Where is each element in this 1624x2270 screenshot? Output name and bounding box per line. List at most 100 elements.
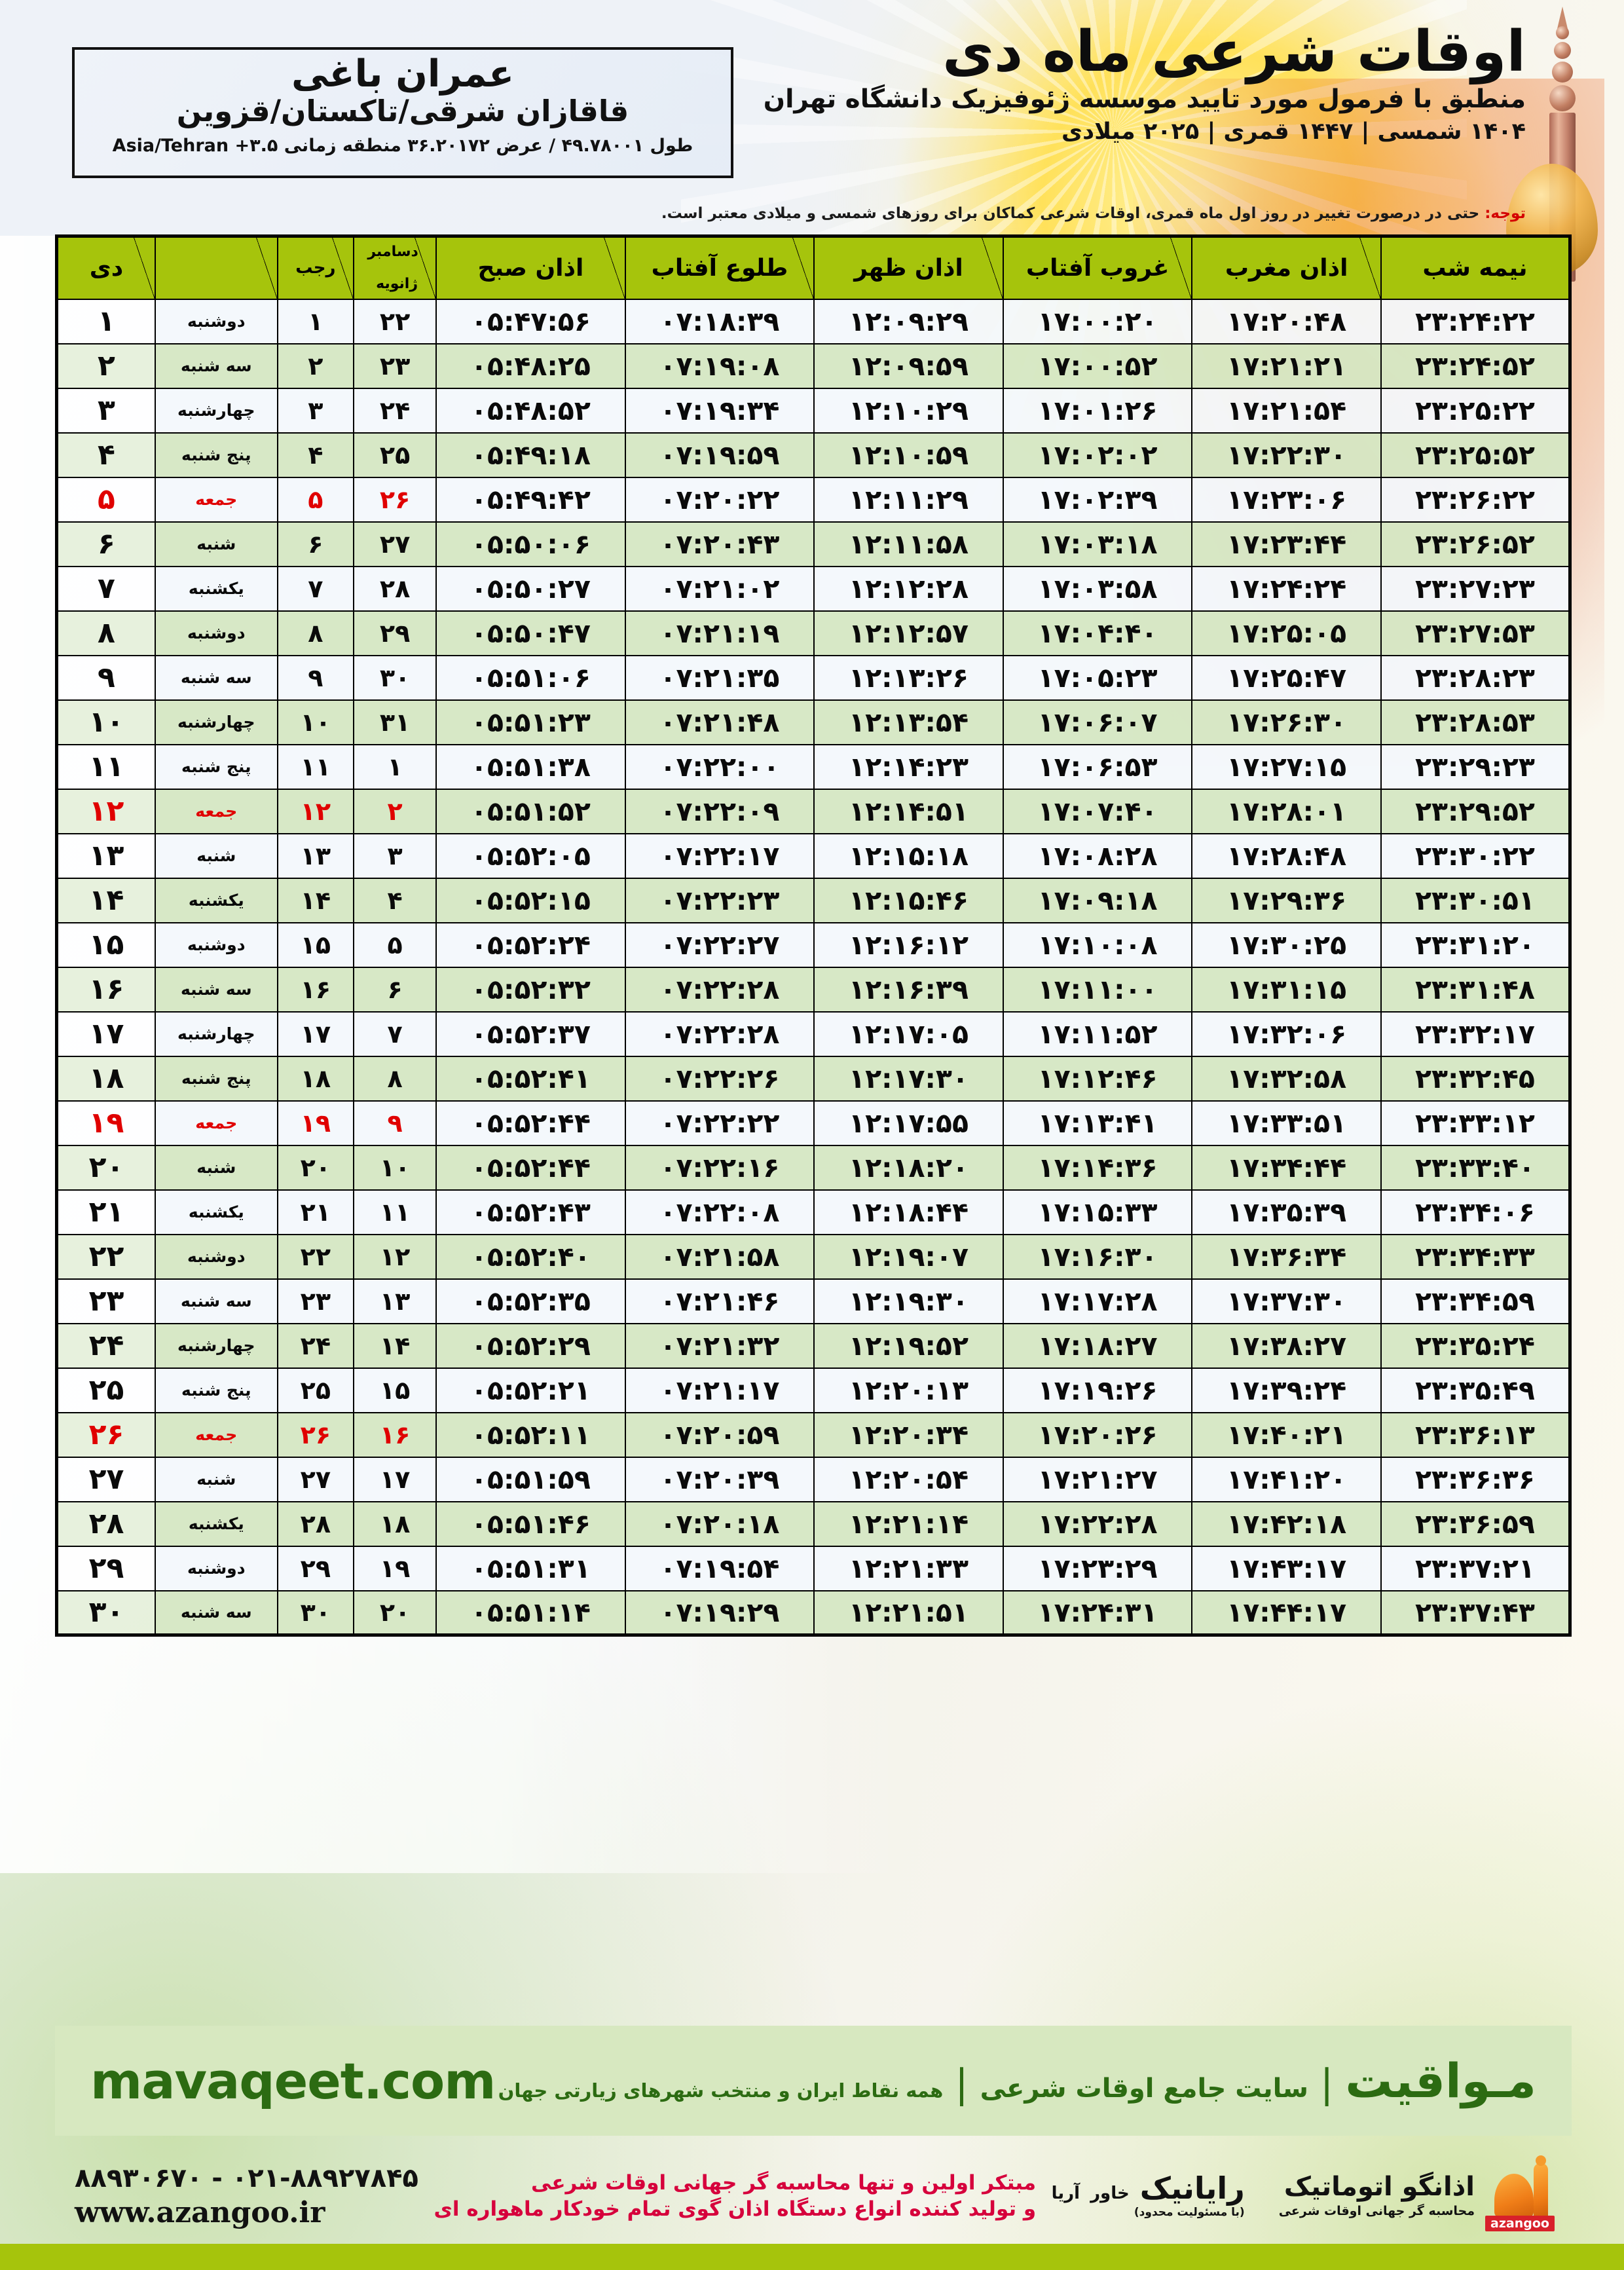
rayanik-logo: رایانیک خاور آریا (با مسئولیت محدود) [1052, 2173, 1245, 2219]
cell-sunset: ۱۷:۱۸:۲۷ [1002, 1322, 1193, 1369]
cell-sunrise: ۰۷:۲۱:۳۲ [624, 1322, 815, 1369]
cell-dhuhr: ۱۲:۱۷:۳۰ [813, 1055, 1004, 1102]
cell-day: ۲۷ [56, 1456, 156, 1502]
cell-gregorian-day: ۱۲ [353, 1233, 437, 1280]
cell-midnight: ۲۳:۲۵:۵۲ [1380, 432, 1571, 478]
cell-sunrise: ۰۷:۲۰:۴۳ [624, 521, 815, 567]
website-link[interactable]: www.azangoo.ir [75, 2195, 325, 2229]
column-header-maghrib: اذان مغرب [1191, 235, 1382, 302]
cell-fajr: ۰۵:۵۱:۵۲ [435, 788, 626, 834]
brand-name-fa: مـواقیت [1345, 2053, 1536, 2108]
cell-sunset: ۱۷:۱۹:۲۶ [1002, 1367, 1193, 1413]
prayer-times-table-wrap: نیمه شب اذان مغرب غروب آفتاب اذان ظهر طل… [55, 234, 1572, 1637]
cell-weekday: سه شنبه [154, 343, 278, 389]
location-path: قاقازان شرقی/تاکستان/قزوین [176, 94, 629, 129]
column-header-midnight: نیمه شب [1380, 235, 1571, 300]
cell-gregorian-day: ۱۵ [353, 1367, 437, 1413]
cell-weekday: پنج شنبه [154, 432, 278, 478]
table-body: ۲۳:۲۴:۲۲ ۱۷:۲۰:۴۸ ۱۷:۰۰:۲۰ ۱۲:۰۹:۲۹ ۰۷:۱۸:۳۹… [56, 298, 1571, 1636]
cell-weekday: شنبه [154, 1144, 278, 1191]
cell-hijri-day: ۱۷ [276, 1011, 355, 1057]
cell-hijri-day: ۲۴ [276, 1322, 355, 1369]
cell-gregorian-day: ۳۱ [353, 699, 437, 745]
cell-weekday: جمعه [154, 788, 278, 834]
cell-hijri-day: ۲۳ [276, 1278, 355, 1324]
table-row: ۲۳:۳۵:۴۹ ۱۷:۳۹:۲۴ ۱۷:۱۹:۲۶ ۱۲:۲۰:۱۳ ۰۷:۲۱:۱۷… [56, 1367, 1571, 1413]
table-row: ۲۳:۳۷:۴۳ ۱۷:۴۴:۱۷ ۱۷:۲۴:۳۱ ۱۲:۲۱:۵۱ ۰۷:۱۹:۲۹… [56, 1590, 1571, 1636]
cell-sunset: ۱۷:۱۱:۵۲ [1002, 1011, 1193, 1057]
cell-dhuhr: ۱۲:۱۰:۲۹ [813, 387, 1004, 434]
cell-hijri-day: ۱۹ [276, 1100, 355, 1146]
cell-day: ۱۵ [56, 921, 156, 968]
cell-hijri-day: ۹ [276, 654, 355, 701]
cell-midnight: ۲۳:۲۴:۲۲ [1380, 298, 1571, 344]
cell-gregorian-day: ۹ [353, 1100, 437, 1146]
cell-weekday: چهارشنبه [154, 699, 278, 745]
cell-maghrib: ۱۷:۲۶:۳۰ [1191, 699, 1382, 745]
column-header-sunrise: طلوع آفتاب [624, 235, 815, 302]
table-row: ۲۳:۲۴:۲۲ ۱۷:۲۰:۴۸ ۱۷:۰۰:۲۰ ۱۲:۰۹:۲۹ ۰۷:۱۸:۳۹… [56, 298, 1571, 344]
cell-gregorian-day: ۲۲ [353, 298, 437, 344]
company-slogan: مبتکر اولین و تنها محاسبه گر جهانی اوقات… [434, 2170, 1037, 2223]
slogan-line-2: و تولید کننده انواع دستگاه اذان گوی تمام… [434, 2197, 1037, 2221]
cell-fajr: ۰۵:۵۲:۴۴ [435, 1144, 626, 1191]
cell-hijri-day: ۳ [276, 387, 355, 434]
cell-dhuhr: ۱۲:۱۹:۰۷ [813, 1233, 1004, 1280]
cell-gregorian-day: ۲ [353, 788, 437, 834]
cell-day: ۸ [56, 610, 156, 656]
cell-maghrib: ۱۷:۳۱:۱۵ [1191, 966, 1382, 1013]
cell-maghrib: ۱۷:۳۷:۳۰ [1191, 1278, 1382, 1324]
cell-hijri-day: ۱۳ [276, 832, 355, 879]
cell-maghrib: ۱۷:۴۲:۱۸ [1191, 1500, 1382, 1547]
cell-dhuhr: ۱۲:۰۹:۲۹ [813, 298, 1004, 344]
cell-gregorian-day: ۱۰ [353, 1144, 437, 1191]
cell-sunset: ۱۷:۱۳:۴۱ [1002, 1100, 1193, 1146]
table-row: ۲۳:۳۴:۵۹ ۱۷:۳۷:۳۰ ۱۷:۱۷:۲۸ ۱۲:۱۹:۳۰ ۰۷:۲۱:۴۶… [56, 1278, 1571, 1324]
cell-fajr: ۰۵:۵۲:۲۴ [435, 921, 626, 968]
cell-fajr: ۰۵:۵۱:۵۹ [435, 1456, 626, 1502]
table-row: ۲۳:۳۰:۲۲ ۱۷:۲۸:۴۸ ۱۷:۰۸:۲۸ ۱۲:۱۵:۱۸ ۰۷:۲۲:۱۷… [56, 832, 1571, 879]
cell-day: ۱۱ [56, 743, 156, 790]
cell-weekday: چهارشنبه [154, 1322, 278, 1369]
footer-bottom-row: azangoo اذانگو اتوماتیک محاسبه گر جهانی … [55, 2147, 1572, 2245]
cell-gregorian-day: ۷ [353, 1011, 437, 1057]
cell-weekday: یکشنبه [154, 877, 278, 923]
table-row: ۲۳:۳۶:۳۶ ۱۷:۴۱:۲۰ ۱۷:۲۱:۲۷ ۱۲:۲۰:۵۴ ۰۷:۲۰:۳۹… [56, 1456, 1571, 1502]
cell-midnight: ۲۳:۳۴:۰۶ [1380, 1189, 1571, 1235]
cell-dhuhr: ۱۲:۱۲:۲۸ [813, 565, 1004, 612]
cell-day: ۹ [56, 654, 156, 701]
cell-fajr: ۰۵:۵۱:۱۴ [435, 1590, 626, 1636]
cell-maghrib: ۱۷:۴۱:۲۰ [1191, 1456, 1382, 1502]
table-row: ۲۳:۳۶:۵۹ ۱۷:۴۲:۱۸ ۱۷:۲۲:۲۸ ۱۲:۲۱:۱۴ ۰۷:۲۰:۱۸… [56, 1500, 1571, 1547]
table-row: ۲۳:۲۸:۵۳ ۱۷:۲۶:۳۰ ۱۷:۰۶:۰۷ ۱۲:۱۳:۵۴ ۰۷:۲۱:۴۸… [56, 699, 1571, 745]
cell-gregorian-day: ۱۳ [353, 1278, 437, 1324]
cell-fajr: ۰۵:۵۲:۳۷ [435, 1011, 626, 1057]
cell-weekday: دوشنبه [154, 298, 278, 344]
cell-midnight: ۲۳:۳۶:۵۹ [1380, 1500, 1571, 1547]
cell-day: ۵ [56, 476, 156, 523]
rayanik-sub1: خاور [1090, 2184, 1130, 2203]
cell-gregorian-day: ۲۹ [353, 610, 437, 656]
cell-gregorian-day: ۲۳ [353, 343, 437, 389]
cell-sunset: ۱۷:۰۶:۵۳ [1002, 743, 1193, 790]
cell-hijri-day: ۱۰ [276, 699, 355, 745]
note-label: توجه: [1485, 205, 1526, 222]
table-row: ۲۳:۳۰:۵۱ ۱۷:۲۹:۳۶ ۱۷:۰۹:۱۸ ۱۲:۱۵:۴۶ ۰۷:۲۲:۲۳… [56, 877, 1571, 923]
cell-midnight: ۲۳:۳۰:۲۲ [1380, 832, 1571, 879]
table-row: ۲۳:۳۴:۰۶ ۱۷:۳۵:۳۹ ۱۷:۱۵:۳۳ ۱۲:۱۸:۴۴ ۰۷:۲۲:۰۸… [56, 1189, 1571, 1235]
cell-midnight: ۲۳:۳۳:۴۰ [1380, 1144, 1571, 1191]
cell-sunrise: ۰۷:۲۲:۰۸ [624, 1189, 815, 1235]
cell-sunrise: ۰۷:۲۱:۳۵ [624, 654, 815, 701]
cell-weekday: دوشنبه [154, 1233, 278, 1280]
cell-maghrib: ۱۷:۳۵:۳۹ [1191, 1189, 1382, 1235]
cell-hijri-day: ۲۷ [276, 1456, 355, 1502]
mavaqeet-domain-link[interactable]: mavaqeet.com [90, 2051, 496, 2110]
cell-weekday: شنبه [154, 521, 278, 567]
cell-dhuhr: ۱۲:۱۲:۵۷ [813, 610, 1004, 656]
cell-dhuhr: ۱۲:۱۰:۵۹ [813, 432, 1004, 478]
cell-gregorian-day: ۶ [353, 966, 437, 1013]
cell-day: ۲۶ [56, 1411, 156, 1458]
cell-dhuhr: ۱۲:۱۷:۰۵ [813, 1011, 1004, 1057]
cell-day: ۲۱ [56, 1189, 156, 1235]
cell-maghrib: ۱۷:۲۳:۰۶ [1191, 476, 1382, 523]
